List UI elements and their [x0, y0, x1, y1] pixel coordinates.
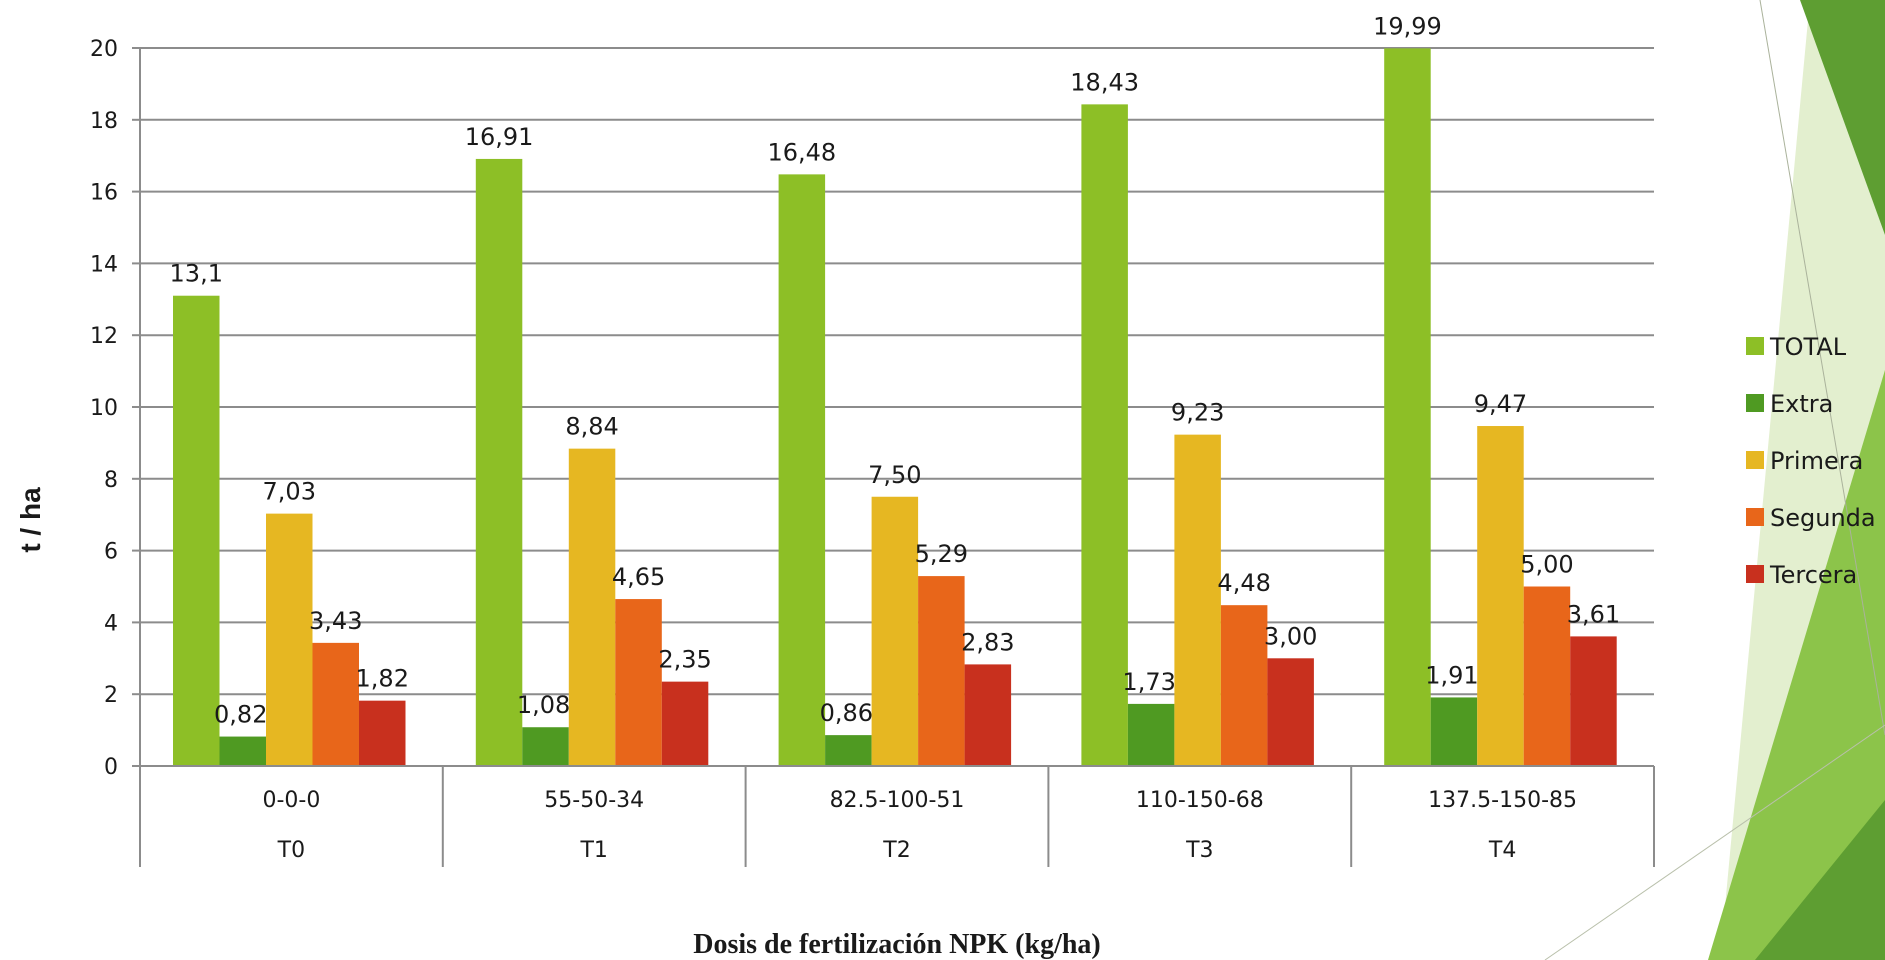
x-tick-label-treatment: T4	[1488, 838, 1516, 863]
bar-tercera	[1267, 658, 1314, 766]
bar-extra	[522, 727, 569, 766]
bar-primera	[1174, 434, 1221, 766]
data-label: 3,61	[1567, 600, 1620, 628]
data-label: 16,91	[465, 123, 534, 151]
bar-total	[1081, 104, 1128, 767]
decor-shape	[1708, 370, 1885, 960]
bar-extra	[219, 736, 266, 766]
data-label: 19,99	[1373, 12, 1442, 40]
bar-extra	[825, 735, 872, 766]
bar-tercera	[964, 664, 1012, 766]
y-tick-label: 14	[90, 252, 118, 277]
bar-extra	[1127, 703, 1175, 766]
data-label: 7,50	[868, 461, 921, 489]
data-label: 8,84	[565, 413, 618, 441]
legend-label: Tercera	[1769, 561, 1857, 589]
bar-segunda	[312, 642, 359, 766]
data-labels: 13,1 16,91 16,48 18,43 19,99 0,82 1,08 0,86 1,73…	[170, 12, 1621, 728]
x-tick-label-dose: 55-50-34	[544, 788, 644, 813]
data-label: 0,86	[820, 699, 873, 727]
x-axis-title: Dosis de fertilización NPK (kg/ha)	[693, 929, 1101, 960]
bar-total	[778, 174, 826, 767]
legend-swatch-segunda	[1746, 508, 1764, 526]
x-tick-label-dose: 0-0-0	[262, 788, 320, 813]
data-label: 1,73	[1122, 668, 1175, 696]
data-label: 18,43	[1070, 68, 1139, 96]
y-tick-label: 6	[104, 540, 118, 565]
legend: TOTAL Extra Primera Segunda Tercera	[1746, 333, 1876, 589]
x-tick-label-dose: 82.5-100-51	[830, 788, 965, 813]
data-label: 16,48	[767, 138, 836, 166]
data-label: 2,83	[961, 628, 1014, 656]
y-tick-label: 20	[90, 37, 118, 62]
bar-primera	[266, 513, 313, 766]
y-tick-label: 0	[104, 755, 118, 780]
decor-shape	[1755, 800, 1885, 960]
bar-tercera	[1570, 636, 1617, 766]
y-axis-title: t / ha	[15, 487, 46, 553]
decor-line	[1544, 724, 1885, 960]
bar-primera	[568, 448, 616, 766]
legend-swatch-tercera	[1746, 565, 1764, 583]
bar-primera	[1477, 426, 1524, 766]
legend-label: Segunda	[1770, 504, 1876, 532]
x-tick-label-treatment: T0	[277, 838, 305, 863]
data-label: 3,00	[1264, 622, 1317, 650]
x-tick-label-treatment: T2	[882, 838, 910, 863]
y-tick-label: 2	[104, 683, 118, 708]
legend-label: Primera	[1770, 447, 1863, 475]
data-label: 9,47	[1474, 390, 1527, 418]
decorative-background	[1544, 0, 1885, 960]
data-label: 3,43	[309, 607, 362, 635]
y-tick-label: 18	[90, 109, 118, 134]
axes: 0 2 4 6 8 10 12 14 16 18 20 0-0-0 T0 55-50-34 T1 82.5-1…	[90, 37, 1655, 867]
data-label: 1,91	[1425, 661, 1478, 689]
data-label: 7,03	[263, 478, 316, 506]
data-label: 5,29	[915, 540, 968, 568]
data-label: 13,1	[170, 260, 223, 288]
data-label: 2,35	[658, 646, 711, 674]
bar-segunda	[1220, 605, 1268, 766]
bar-total	[475, 158, 523, 766]
bar-total	[1384, 48, 1431, 766]
data-label: 4,48	[1217, 569, 1270, 597]
y-tick-label: 16	[90, 181, 118, 206]
bar-segunda	[615, 599, 662, 766]
data-label: 1,08	[517, 691, 570, 719]
y-tick-label: 4	[104, 611, 118, 636]
x-tick-label-treatment: T3	[1185, 838, 1213, 863]
legend-swatch-total	[1746, 337, 1764, 355]
bars	[173, 48, 1617, 767]
legend-swatch-extra	[1746, 394, 1764, 412]
data-label: 1,82	[356, 665, 409, 693]
y-tick-label: 10	[90, 396, 118, 421]
data-label: 5,00	[1520, 551, 1573, 579]
data-label: 0,82	[214, 701, 267, 729]
x-tick-label-dose: 137.5-150-85	[1428, 788, 1577, 813]
legend-label: Extra	[1770, 390, 1833, 418]
y-tick-label: 12	[90, 324, 118, 349]
data-label: 4,65	[612, 563, 665, 591]
legend-label: TOTAL	[1769, 333, 1847, 361]
bar-primera	[871, 496, 919, 766]
bar-total	[173, 295, 220, 766]
bar-extra	[1430, 697, 1478, 766]
x-tick-label-treatment: T1	[579, 838, 607, 863]
data-label: 9,23	[1171, 399, 1224, 427]
bar-tercera	[661, 681, 709, 766]
y-tick-label: 8	[104, 468, 118, 493]
decor-shape	[1800, 0, 1885, 235]
bar-segunda	[1523, 586, 1571, 766]
bar-segunda	[918, 576, 965, 766]
decor-line	[1759, 0, 1885, 736]
x-tick-label-dose: 110-150-68	[1136, 788, 1264, 813]
bar-tercera	[359, 700, 406, 766]
legend-swatch-primera	[1746, 451, 1764, 469]
